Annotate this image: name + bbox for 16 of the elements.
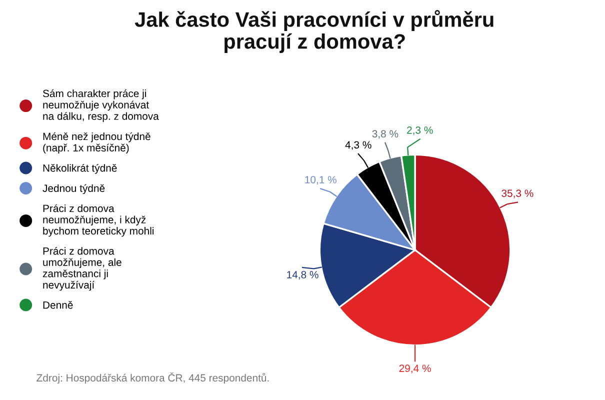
legend-label: Práci z domova umožňujeme, ale zaměstnanci ji nevyužívají bbox=[42, 246, 122, 291]
legend-label: Denně bbox=[43, 301, 73, 309]
legend-label: Méně než jednou týdně (např. 1x měsíčně) bbox=[43, 132, 150, 154]
chart-title: Jak často Vaši pracovníci v průměru pracují z domova? bbox=[134, 10, 494, 53]
legend-label: Sám charakter práce ji neumožňuje vykonávat na dálku, resp. z domova bbox=[42, 89, 159, 122]
legend-label: Jednou týdně bbox=[42, 184, 105, 194]
data-label: 3,8 % bbox=[372, 130, 398, 139]
data-label: 4,3 % bbox=[345, 141, 372, 150]
text: Zdroj: Hospodářská komora ČR, 445 respondentů. bbox=[36, 372, 269, 384]
data-label: 10,1 % bbox=[305, 176, 336, 185]
data-label: 29,4 % bbox=[399, 364, 431, 374]
legend-label: Práci z domova neumožňujeme, i když bychom teoreticky mohli bbox=[43, 204, 154, 237]
data-label: 14,8 % bbox=[287, 271, 318, 280]
legend-label: Několikrát týdně bbox=[43, 164, 117, 174]
data-label: 2,3 % bbox=[407, 126, 433, 136]
data-label: 35,3 % bbox=[502, 190, 534, 198]
